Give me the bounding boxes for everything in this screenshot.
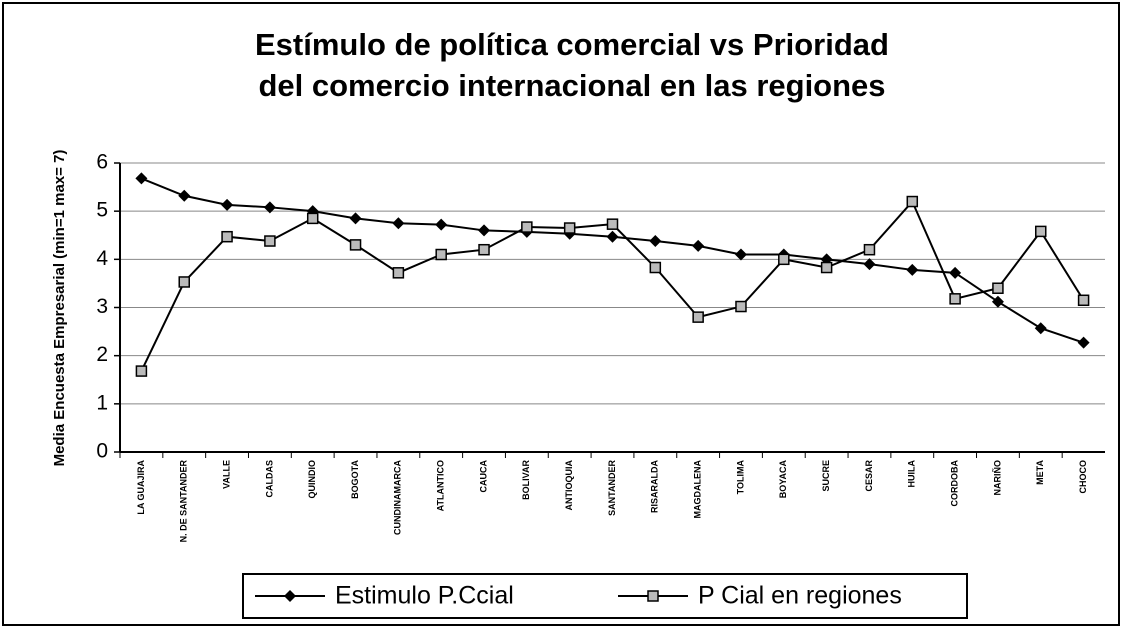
square-marker <box>647 590 659 602</box>
x-tick-label: CUNDINAMARCA <box>393 460 403 535</box>
square-marker <box>820 261 833 274</box>
diamond-marker <box>392 217 405 230</box>
x-tick-label: ATLANTICO <box>436 460 446 511</box>
square-marker <box>649 261 662 274</box>
diamond-marker <box>349 212 362 225</box>
diamond-marker <box>991 295 1004 308</box>
x-tick-label: RISARALDA <box>650 460 660 513</box>
x-tick-label: CALDAS <box>264 460 274 498</box>
diamond-marker <box>606 230 619 243</box>
square-marker <box>521 221 533 233</box>
x-tick-label: CAUCA <box>478 460 488 493</box>
x-tick-label: CESAR <box>864 460 874 492</box>
x-tick-label: HUILA <box>907 460 917 488</box>
x-tick-label: META <box>1035 460 1045 485</box>
y-tick-label: 2 <box>96 343 108 366</box>
square-marker <box>563 222 576 234</box>
x-tick-label: CORDOBA <box>949 460 959 507</box>
square-marker <box>1077 294 1090 307</box>
x-tick-label: ANTIOQUIA <box>564 460 574 511</box>
y-axis-label: Media Encuesta Empresarial (min=1 max= 7… <box>51 150 68 467</box>
square-marker <box>778 253 790 266</box>
square-marker <box>692 311 704 323</box>
diamond-marker <box>135 172 148 185</box>
diamond-marker <box>478 224 491 237</box>
legend <box>242 573 968 619</box>
square-marker <box>349 239 362 251</box>
y-tick-label: 0 <box>96 440 108 463</box>
x-tick-label: TOLIMA <box>735 460 745 495</box>
diamond-marker <box>692 239 705 252</box>
x-tick-label: MAGDALENA <box>693 460 703 519</box>
y-tick-label: 1 <box>96 391 108 414</box>
y-tick-label: 4 <box>96 247 108 270</box>
diamond-marker <box>1034 322 1047 335</box>
square-marker <box>949 293 961 305</box>
square-marker <box>135 365 148 377</box>
y-tick-label: 6 <box>96 151 108 174</box>
x-tick-label: BOLIVAR <box>521 460 531 500</box>
diamond-marker <box>178 189 191 202</box>
square-marker <box>1035 225 1047 238</box>
diamond-marker <box>435 218 448 231</box>
square-marker <box>221 230 233 243</box>
diamond-marker <box>906 263 919 276</box>
diamond-marker <box>284 590 296 602</box>
x-tick-label: LA GUAJIRA <box>136 460 146 515</box>
diamond-marker <box>649 235 662 248</box>
diamond-marker <box>221 198 234 211</box>
x-tick-label: SANTANDER <box>607 460 617 516</box>
square-marker <box>435 248 447 261</box>
legend-label: Estimulo P.Ccial <box>335 582 514 610</box>
chart-title: del comercio internacional en las region… <box>258 68 885 103</box>
square-marker <box>906 195 919 208</box>
x-tick-label: NARIÑO <box>992 460 1002 496</box>
square-marker <box>992 282 1004 294</box>
x-tick-label: QUINDIO <box>307 460 317 499</box>
diamond-marker <box>863 258 876 271</box>
square-marker <box>392 267 405 279</box>
x-tick-label: CHOCO <box>1078 460 1088 494</box>
x-tick-label: BOGOTA <box>350 460 360 499</box>
square-marker <box>306 212 319 225</box>
legend-label: P Cial en regiones <box>698 582 902 610</box>
x-tick-label: SUCRE <box>821 460 831 492</box>
y-tick-label: 3 <box>96 295 108 318</box>
square-marker <box>478 243 490 256</box>
square-marker <box>863 243 876 256</box>
y-tick-label: 5 <box>96 199 108 222</box>
x-tick-label: BOYACA <box>778 460 788 499</box>
square-marker <box>264 235 276 247</box>
diamond-marker <box>1077 336 1090 349</box>
diamond-marker <box>949 266 962 279</box>
square-marker <box>178 276 190 288</box>
square-marker <box>606 218 619 230</box>
square-marker <box>735 300 747 313</box>
diamond-marker <box>263 201 276 214</box>
x-tick-label: VALLE <box>221 460 231 489</box>
chart-title: Estímulo de política comercial vs Priori… <box>255 27 889 62</box>
diamond-marker <box>734 248 747 261</box>
x-tick-label: N. DE SANTANDER <box>179 460 189 543</box>
